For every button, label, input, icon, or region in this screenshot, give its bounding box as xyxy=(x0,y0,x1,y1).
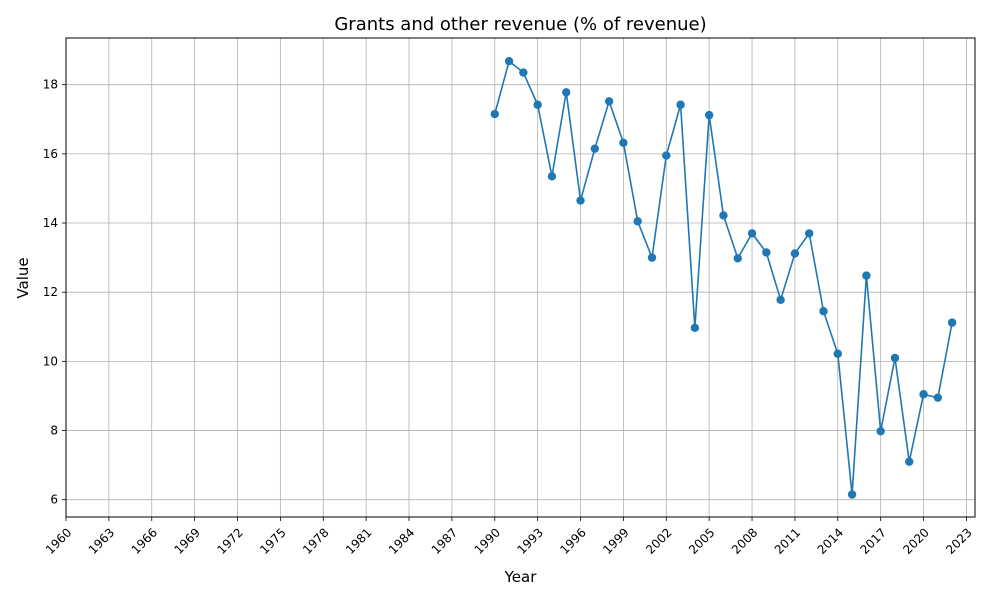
data-point xyxy=(504,56,514,66)
data-point xyxy=(690,323,700,333)
data-point xyxy=(662,151,671,160)
data-point xyxy=(704,110,714,120)
data-point xyxy=(776,295,785,305)
data-point xyxy=(619,138,628,147)
data-point xyxy=(576,196,585,205)
y-tick-label: 14 xyxy=(43,216,58,230)
data-points xyxy=(490,56,957,499)
data-point xyxy=(604,97,614,106)
chart-title: Grants and other revenue (% of revenue) xyxy=(334,14,706,35)
y-tick-label: 6 xyxy=(50,493,58,507)
x-tick-label: 2023 xyxy=(943,525,974,556)
x-tick-label: 1990 xyxy=(472,525,503,556)
data-point xyxy=(947,318,957,327)
x-tick-label: 2005 xyxy=(686,525,717,556)
x-tick-label: 1960 xyxy=(43,525,74,556)
data-point xyxy=(519,68,528,77)
data-point xyxy=(590,144,600,153)
x-tick-label: 1996 xyxy=(557,525,588,556)
data-point xyxy=(762,248,771,257)
x-tick-label: 1978 xyxy=(300,525,331,556)
x-tick-label: 1993 xyxy=(514,525,545,556)
data-point xyxy=(747,229,757,238)
y-tick-label: 8 xyxy=(50,424,58,438)
x-tick-label: 1981 xyxy=(343,525,374,556)
data-point xyxy=(719,211,728,220)
x-tick-label: 1969 xyxy=(171,525,202,556)
data-point xyxy=(876,427,885,436)
x-axis-label: Year xyxy=(504,568,538,586)
data-point xyxy=(847,490,857,499)
x-tick-label: 1984 xyxy=(386,525,417,556)
x-tick-label: 1999 xyxy=(600,525,631,556)
data-point xyxy=(533,100,542,109)
y-axis-label: Value xyxy=(14,257,32,298)
data-point xyxy=(919,390,928,399)
data-point xyxy=(933,393,943,402)
x-tick-label: 2014 xyxy=(815,525,846,556)
y-tick-label: 10 xyxy=(43,354,58,368)
x-tick-label: 2008 xyxy=(729,525,760,556)
grid-lines xyxy=(65,38,975,517)
x-tick-label: 2020 xyxy=(900,525,931,556)
y-tick-label: 18 xyxy=(43,78,58,92)
x-tick-label: 1963 xyxy=(86,525,117,556)
x-tick-label: 2011 xyxy=(772,525,803,556)
x-tick-label: 1987 xyxy=(429,525,460,556)
data-point xyxy=(647,253,657,262)
data-point xyxy=(733,254,742,263)
x-tick-label: 2002 xyxy=(643,525,674,556)
data-point xyxy=(890,353,900,363)
data-point xyxy=(547,172,557,181)
y-tick-label: 12 xyxy=(43,285,58,299)
data-point xyxy=(790,249,800,258)
x-tick-label: 1972 xyxy=(214,525,245,556)
x-tick-label: 2017 xyxy=(858,525,889,556)
data-point xyxy=(490,109,499,119)
plot-frame xyxy=(65,37,976,518)
x-tick-label: 1966 xyxy=(129,525,160,556)
data-point xyxy=(676,100,685,109)
data-point xyxy=(819,307,828,316)
data-point xyxy=(862,271,871,280)
y-axis-ticks: 6 8 10 12 14 16 18 xyxy=(43,78,66,507)
y-tick-label: 16 xyxy=(43,147,58,161)
x-tick-label: 1975 xyxy=(257,525,288,556)
x-axis-ticks: 1960 1963 1966 1969 1972 1975 1978 1981 1984 1987… xyxy=(43,517,975,557)
data-point xyxy=(833,349,842,358)
data-point xyxy=(633,217,642,226)
data-point xyxy=(805,229,814,238)
data-point xyxy=(562,88,571,97)
data-point xyxy=(905,457,914,466)
